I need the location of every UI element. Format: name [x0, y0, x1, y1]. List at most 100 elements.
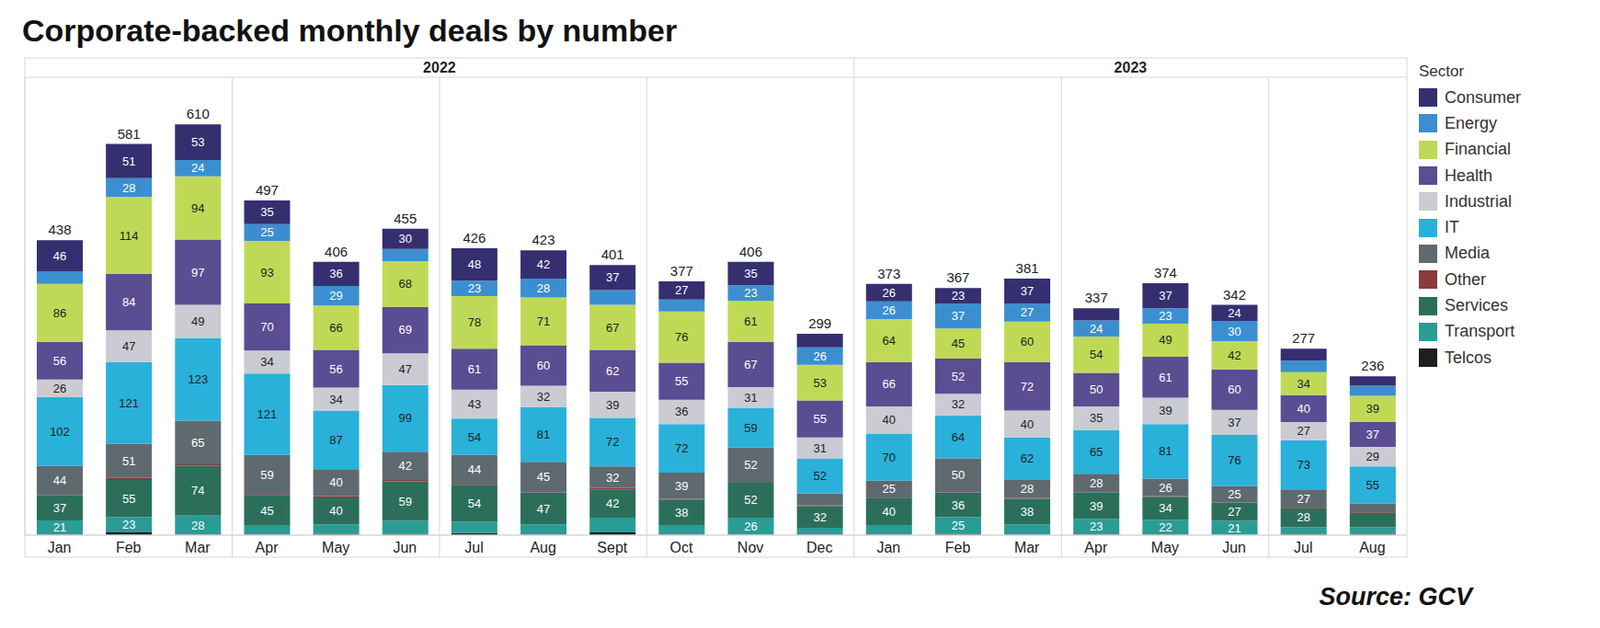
svg-text:23: 23	[1158, 308, 1172, 323]
svg-text:45: 45	[537, 469, 550, 484]
svg-text:28: 28	[1089, 476, 1103, 491]
svg-text:581: 581	[117, 125, 141, 142]
svg-text:23: 23	[1089, 519, 1103, 534]
svg-text:374: 374	[1154, 264, 1178, 281]
svg-text:44: 44	[53, 473, 67, 488]
svg-text:423: 423	[532, 231, 556, 248]
svg-text:42: 42	[1227, 348, 1241, 363]
svg-text:22: 22	[1158, 520, 1172, 535]
svg-text:337: 337	[1085, 289, 1109, 306]
svg-text:381: 381	[1016, 260, 1040, 276]
svg-text:65: 65	[1089, 445, 1103, 459]
svg-text:28: 28	[1296, 510, 1310, 525]
svg-text:401: 401	[601, 246, 625, 263]
svg-text:236: 236	[1360, 357, 1384, 374]
svg-text:51: 51	[122, 454, 136, 469]
svg-text:37: 37	[1366, 427, 1380, 442]
svg-text:38: 38	[674, 505, 688, 520]
svg-text:121: 121	[118, 396, 139, 411]
svg-text:28: 28	[191, 518, 205, 533]
svg-text:40: 40	[329, 475, 343, 490]
svg-text:Feb: Feb	[945, 539, 972, 556]
svg-text:34: 34	[1296, 377, 1310, 391]
svg-text:Mar: Mar	[184, 539, 211, 556]
svg-text:34: 34	[329, 392, 343, 407]
svg-text:367: 367	[946, 269, 970, 286]
svg-text:84: 84	[122, 295, 136, 309]
svg-text:26: 26	[812, 349, 826, 364]
svg-text:86: 86	[53, 306, 67, 320]
svg-text:37: 37	[1020, 284, 1034, 298]
svg-text:25: 25	[882, 481, 896, 496]
svg-text:60: 60	[537, 358, 550, 373]
svg-text:Aug: Aug	[1359, 539, 1385, 556]
svg-text:123: 123	[187, 372, 208, 387]
svg-text:28: 28	[122, 181, 136, 195]
svg-text:497: 497	[255, 182, 279, 198]
svg-text:71: 71	[537, 314, 550, 329]
svg-text:49: 49	[191, 314, 205, 329]
svg-text:42: 42	[399, 458, 412, 473]
svg-text:52: 52	[951, 369, 965, 384]
svg-text:23: 23	[743, 285, 757, 300]
svg-text:60: 60	[1020, 334, 1034, 349]
svg-text:47: 47	[122, 339, 136, 354]
svg-text:53: 53	[812, 376, 826, 390]
svg-text:28: 28	[537, 281, 550, 296]
svg-text:32: 32	[537, 389, 550, 404]
svg-text:26: 26	[53, 381, 67, 396]
svg-text:60: 60	[1227, 382, 1241, 397]
svg-text:21: 21	[53, 520, 67, 535]
svg-text:40: 40	[1020, 417, 1034, 432]
svg-text:28: 28	[1020, 481, 1034, 496]
svg-text:426: 426	[462, 229, 486, 246]
svg-text:52: 52	[743, 457, 757, 472]
svg-text:26: 26	[1158, 480, 1172, 495]
svg-text:68: 68	[399, 276, 412, 291]
svg-text:50: 50	[951, 468, 965, 482]
svg-text:64: 64	[882, 333, 896, 348]
svg-text:Sept: Sept	[596, 539, 628, 556]
svg-text:2022: 2022	[422, 59, 457, 76]
svg-text:94: 94	[191, 201, 205, 216]
svg-text:114: 114	[119, 228, 139, 243]
svg-text:25: 25	[1227, 487, 1241, 502]
svg-text:72: 72	[674, 441, 688, 456]
svg-text:Apr: Apr	[1084, 539, 1109, 556]
svg-text:62: 62	[1020, 451, 1034, 466]
svg-text:39: 39	[605, 398, 619, 412]
svg-text:66: 66	[882, 377, 896, 391]
svg-text:Jan: Jan	[876, 539, 901, 556]
svg-text:61: 61	[743, 314, 757, 329]
svg-text:32: 32	[605, 470, 619, 485]
svg-text:48: 48	[468, 257, 481, 272]
svg-text:97: 97	[191, 265, 205, 280]
svg-text:610: 610	[186, 105, 210, 122]
svg-text:Aug: Aug	[529, 539, 556, 556]
svg-text:42: 42	[605, 496, 619, 511]
svg-text:26: 26	[743, 519, 757, 534]
svg-text:49: 49	[1158, 332, 1172, 347]
svg-text:35: 35	[743, 266, 757, 281]
svg-text:37: 37	[605, 270, 619, 285]
svg-text:67: 67	[743, 357, 757, 372]
svg-text:23: 23	[951, 288, 965, 303]
svg-text:277: 277	[1291, 330, 1315, 346]
svg-text:55: 55	[122, 491, 136, 506]
svg-text:52: 52	[812, 468, 826, 483]
svg-text:34: 34	[260, 354, 274, 369]
svg-text:26: 26	[882, 303, 896, 318]
svg-text:39: 39	[1366, 401, 1380, 416]
svg-text:102: 102	[49, 424, 70, 439]
svg-text:61: 61	[468, 362, 481, 377]
svg-text:26: 26	[882, 285, 896, 300]
svg-text:56: 56	[329, 362, 343, 377]
svg-text:64: 64	[951, 430, 965, 445]
svg-text:44: 44	[468, 462, 481, 477]
svg-text:27: 27	[674, 283, 688, 298]
svg-text:56: 56	[53, 354, 67, 368]
svg-text:73: 73	[1296, 457, 1310, 472]
svg-text:70: 70	[882, 450, 896, 465]
svg-text:39: 39	[674, 479, 688, 493]
svg-text:406: 406	[739, 243, 763, 260]
